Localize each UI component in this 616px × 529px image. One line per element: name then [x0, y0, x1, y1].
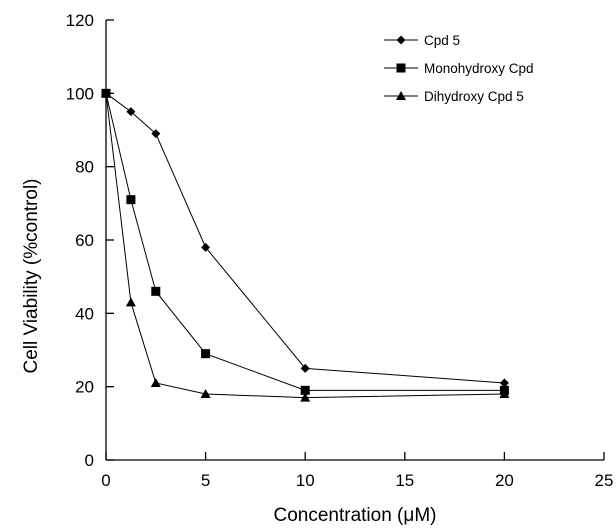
diamond-data-point — [201, 242, 211, 252]
y-tick-label: 0 — [85, 451, 94, 470]
x-tick-label: 5 — [201, 471, 210, 490]
x-tick-label: 20 — [495, 471, 514, 490]
legend-diamond-marker — [396, 35, 406, 45]
diamond-data-point — [300, 363, 310, 373]
series-line — [105, 93, 505, 399]
y-tick-label: 80 — [75, 158, 94, 177]
legend-label: Cpd 5 — [424, 33, 460, 48]
y-axis-title: Cell Viability (%control) — [21, 179, 42, 374]
legend-item: Dihydroxy Cpd 5 — [384, 89, 524, 104]
diamond-data-point — [499, 378, 509, 388]
series-triangle — [101, 88, 510, 402]
triangle-data-point — [300, 392, 311, 402]
x-tick-label: 25 — [595, 471, 614, 490]
y-tick-label: 60 — [75, 231, 94, 250]
y-tick-label: 20 — [75, 378, 94, 397]
series-diamond — [101, 88, 509, 388]
triangle-data-point — [200, 389, 211, 398]
diamond-data-point — [126, 107, 136, 117]
y-tick-label: 100 — [66, 84, 94, 103]
axes: 0 20 40 60 80 100 120 0 5 10 15 20 25 — [66, 11, 614, 490]
x-tick-label: 0 — [101, 471, 110, 490]
series-layer — [101, 88, 510, 402]
series-line — [105, 92, 505, 384]
series-square — [101, 88, 509, 395]
triangle-data-point — [101, 88, 111, 98]
x-axis-title: Concentration (μM) — [273, 505, 436, 526]
x-tick-label: 15 — [395, 471, 414, 490]
triangle-data-point — [125, 297, 136, 307]
legend-label: Dihydroxy Cpd 5 — [424, 89, 524, 104]
legend-item: Cpd 5 — [384, 33, 460, 48]
triangle-data-point — [499, 389, 510, 398]
triangle-data-point — [150, 378, 161, 387]
diamond-data-point — [151, 129, 161, 139]
legend-item: Monohydroxy Cpd — [384, 61, 534, 76]
legend: Cpd 5 Monohydroxy Cpd Dihydroxy Cpd 5 — [384, 33, 534, 104]
y-tick-label: 40 — [75, 304, 94, 323]
legend-triangle-marker — [396, 91, 406, 100]
square-data-point — [201, 349, 211, 359]
y-tick-label: 120 — [66, 11, 94, 30]
x-tick-label: 10 — [296, 471, 315, 490]
square-data-point — [300, 385, 310, 395]
series-line — [105, 93, 505, 391]
legend-square-marker — [396, 63, 406, 73]
square-data-point — [151, 286, 161, 296]
legend-label: Monohydroxy Cpd — [424, 61, 534, 76]
square-data-point — [126, 195, 136, 205]
